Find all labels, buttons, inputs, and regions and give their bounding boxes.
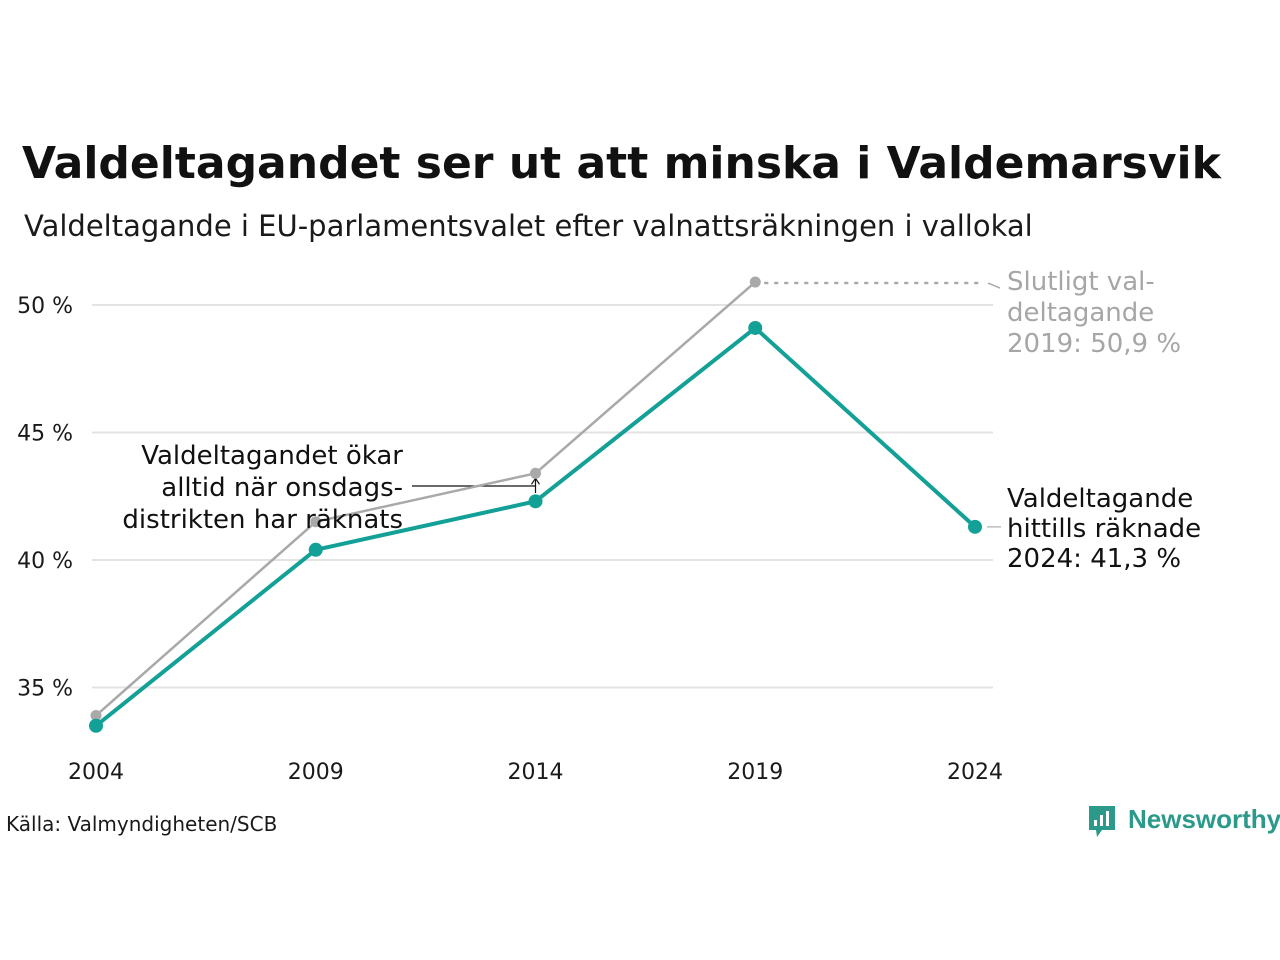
- data-point-counted: [308, 542, 323, 557]
- increase-note-leader: [412, 478, 537, 487]
- y-tick-label: 35 %: [17, 677, 73, 702]
- data-point-final: [310, 516, 322, 528]
- x-tick-label: 2009: [288, 760, 344, 785]
- x-axis-ticks: 2004 2009 2014 2019 2024: [68, 760, 1003, 785]
- y-tick-label: 50 %: [17, 294, 73, 319]
- bar-chart-speech-bubble-icon: [1089, 806, 1115, 837]
- final-note-line-2: deltagande: [1007, 298, 1154, 328]
- final-note-line-3: 2019: 50,9 %: [1007, 329, 1181, 359]
- series-line-final: [95, 281, 757, 717]
- brand-name: Newsworthy: [1128, 804, 1280, 834]
- increase-note-line-2: alltid när onsdags-: [161, 473, 403, 503]
- data-point-counted: [528, 494, 543, 509]
- chart-title: Valdeltagandet ser ut att minska i Valde…: [22, 138, 1223, 189]
- y-axis-ticks: 35 % 40 % 45 % 50 %: [17, 294, 73, 702]
- y-tick-label: 45 %: [17, 422, 73, 447]
- chart-subtitle: Valdeltagande i EU-parlamentsvalet efter…: [24, 209, 1033, 243]
- counted-note-line-3: 2024: 41,3 %: [1007, 544, 1181, 574]
- data-point-counted: [748, 320, 763, 335]
- x-tick-label: 2004: [68, 760, 124, 785]
- increase-note-line-3: distrikten har räknats: [122, 505, 403, 535]
- annotation-leaders: [412, 281, 1001, 528]
- data-point-counted: [968, 519, 982, 534]
- data-point-final: [530, 467, 541, 479]
- counted-note-line-1: Valdeltagande: [1007, 484, 1193, 514]
- counted-turnout-annotation: Valdeltagande hittills räknade 2024: 41,…: [1007, 484, 1201, 574]
- source-note: Källa: Valmyndigheten/SCB: [6, 812, 277, 836]
- data-point-counted: [89, 718, 103, 733]
- counted-note-line-2: hittills räknade: [1007, 514, 1201, 544]
- increase-annotation: Valdeltagandet ökar alltid när onsdags- …: [122, 441, 403, 535]
- x-tick-label: 2024: [947, 760, 1003, 785]
- series-points: [89, 276, 982, 733]
- x-tick-label: 2019: [727, 760, 783, 785]
- y-tick-label: 40 %: [17, 549, 73, 574]
- brand-logo: Newsworthy: [1089, 804, 1280, 837]
- data-point-final: [749, 276, 761, 288]
- data-point-final: [90, 710, 102, 722]
- grid-lines: [92, 304, 993, 689]
- x-tick-label: 2014: [508, 760, 564, 785]
- increase-note-line-1: Valdeltagandet ökar: [141, 441, 403, 471]
- final-turnout-annotation: Slutligt val- deltagande 2019: 50,9 %: [1007, 267, 1181, 359]
- final-note-line-1: Slutligt val-: [1007, 267, 1155, 297]
- final-note-leader-tick: [987, 282, 1001, 289]
